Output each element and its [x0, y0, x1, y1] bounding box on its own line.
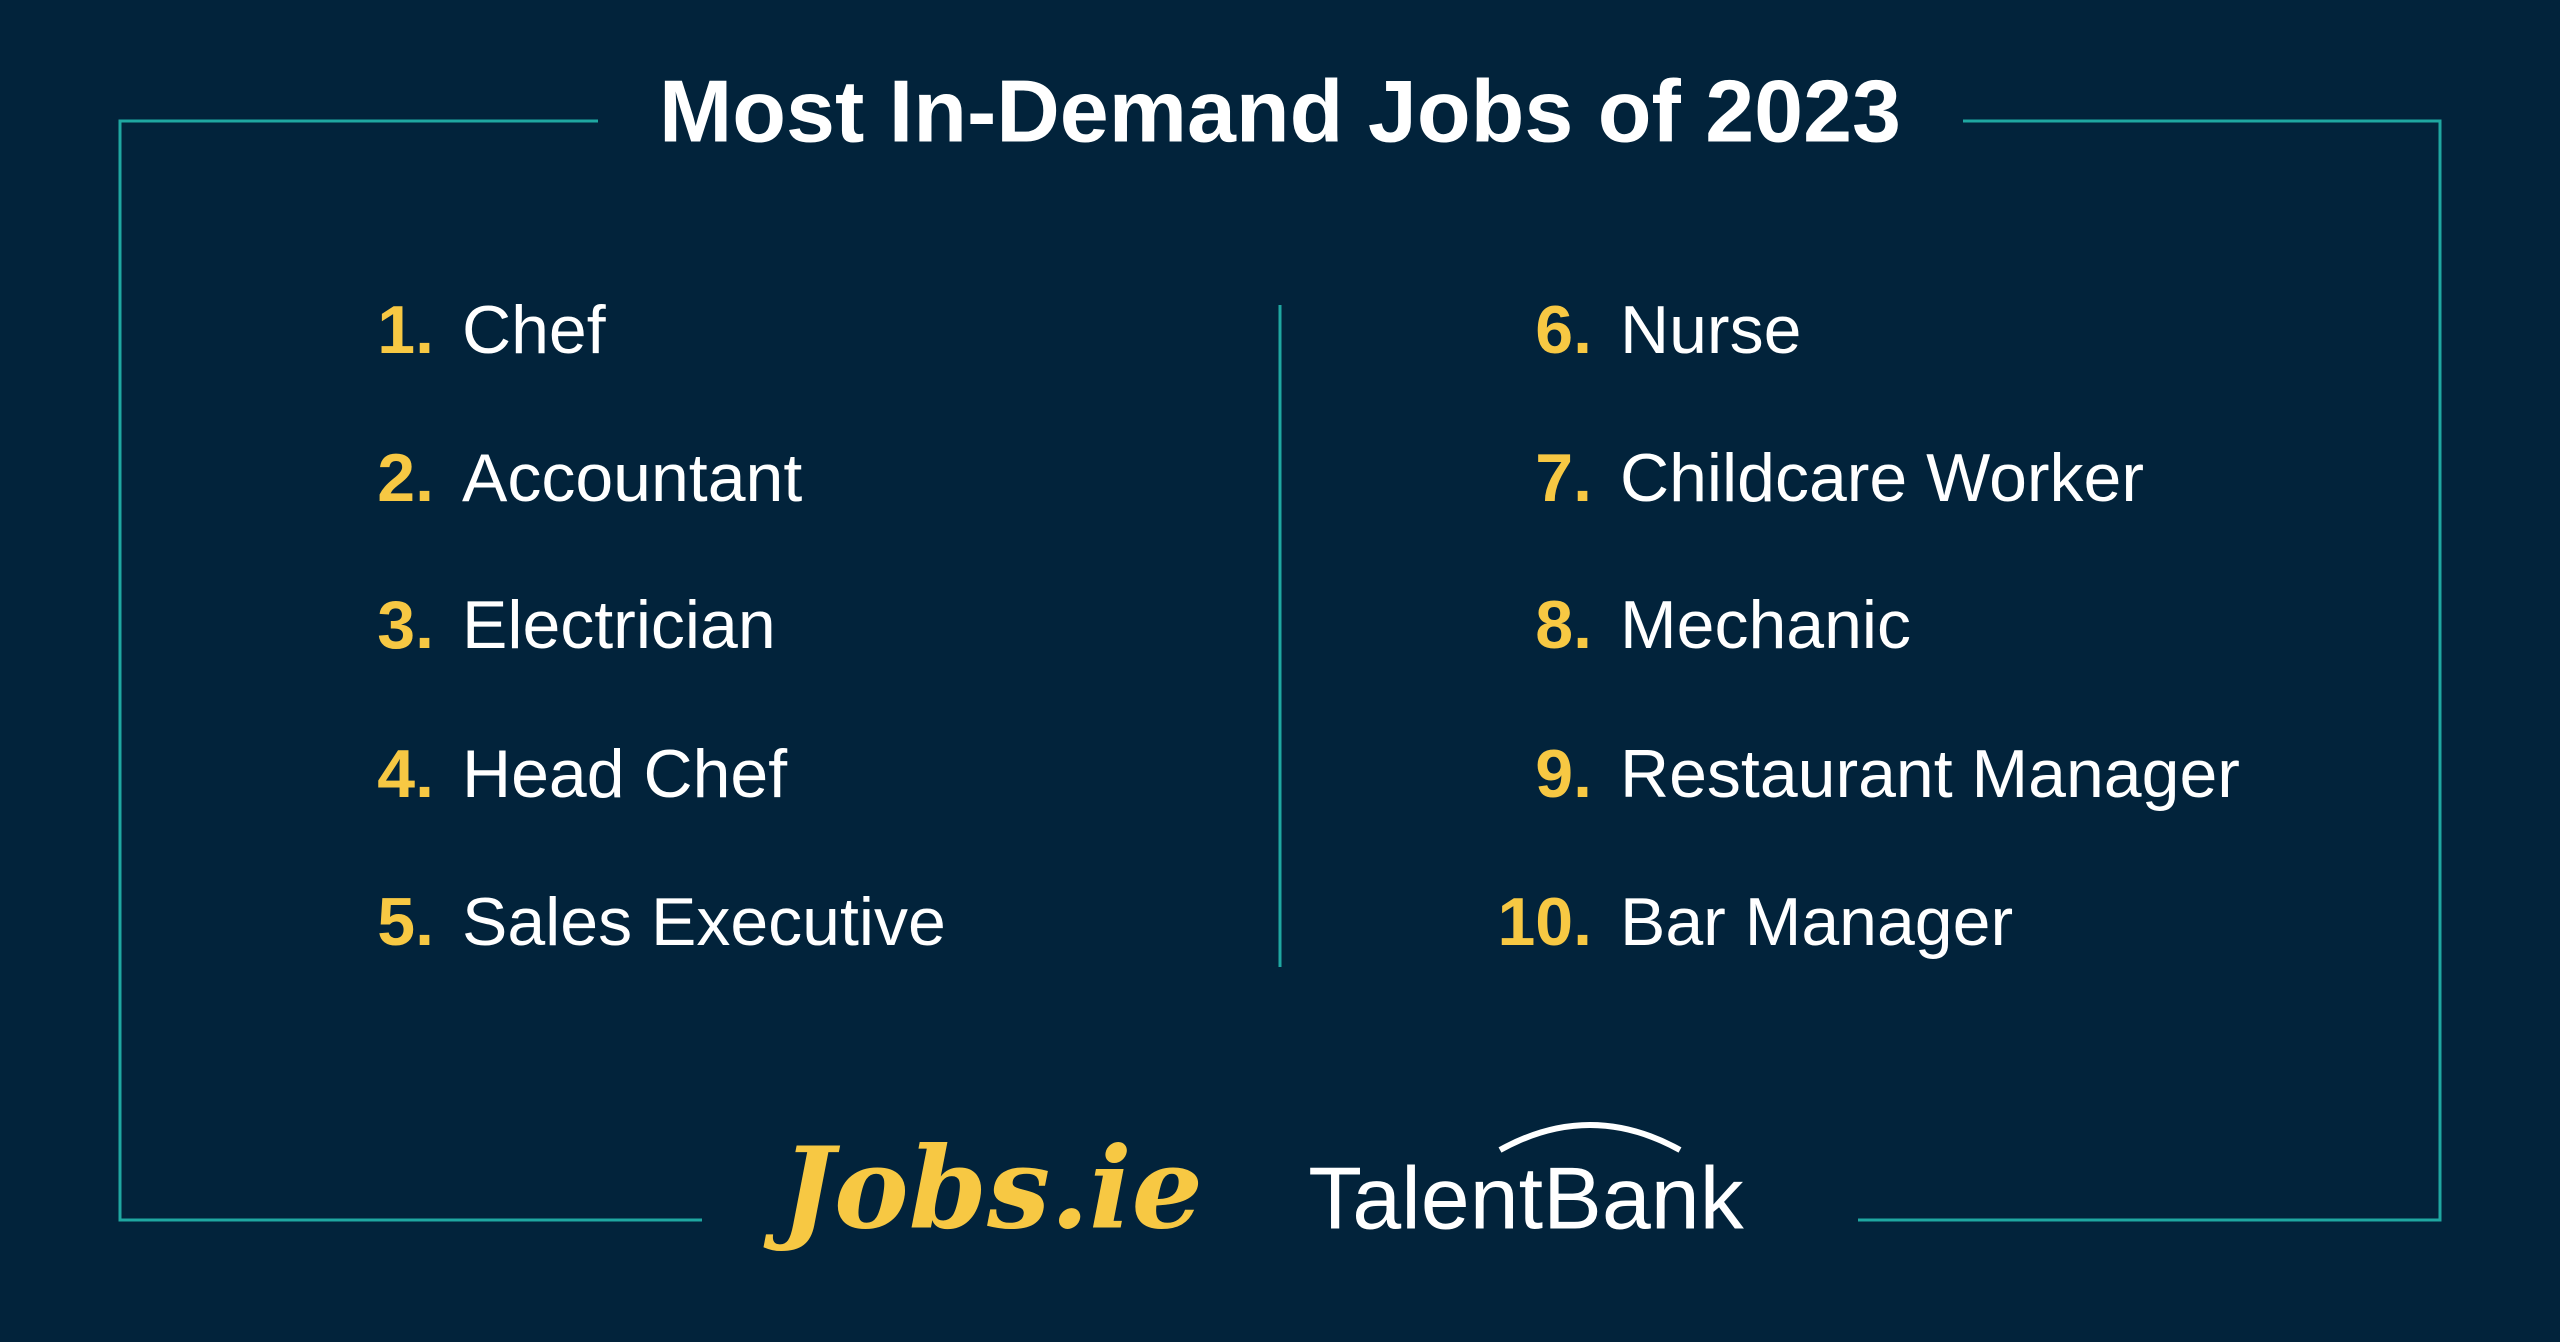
item-job: Head Chef — [462, 736, 787, 812]
jobs-ie-logo: Jobs.ie — [763, 1123, 1203, 1254]
item-number: 10. — [1497, 884, 1592, 960]
item-number: 3. — [377, 587, 434, 663]
item-number: 8. — [1535, 587, 1592, 663]
item-job: Accountant — [462, 440, 802, 516]
item-job: Electrician — [462, 587, 776, 663]
item-number: 6. — [1535, 292, 1592, 368]
item-number: 4. — [377, 736, 434, 812]
item-number: 9. — [1535, 736, 1592, 812]
item-job: Mechanic — [1620, 587, 1911, 663]
item-job: Chef — [462, 292, 606, 368]
item-number: 5. — [377, 884, 434, 960]
frame-left — [118, 119, 702, 1222]
talentbank-arc — [1498, 1122, 1682, 1153]
title: Most In-Demand Jobs of 2023 — [659, 61, 1901, 160]
talentbank-logo: TalentBank — [1308, 1148, 1744, 1247]
item-job: Bar Manager — [1620, 884, 2013, 960]
frame-right — [1858, 119, 2442, 1222]
item-job: Childcare Worker — [1620, 440, 2144, 516]
job-list: 1. Chef 2. Accountant 3. Electrician 4. Head Ch… — [377, 292, 2240, 960]
item-number: 1. — [377, 292, 434, 368]
item-job: Nurse — [1620, 292, 1801, 368]
item-job: Restaurant Manager — [1620, 736, 2240, 812]
item-number: 7. — [1535, 440, 1592, 516]
item-number: 2. — [377, 440, 434, 516]
item-job: Sales Executive — [462, 884, 946, 960]
